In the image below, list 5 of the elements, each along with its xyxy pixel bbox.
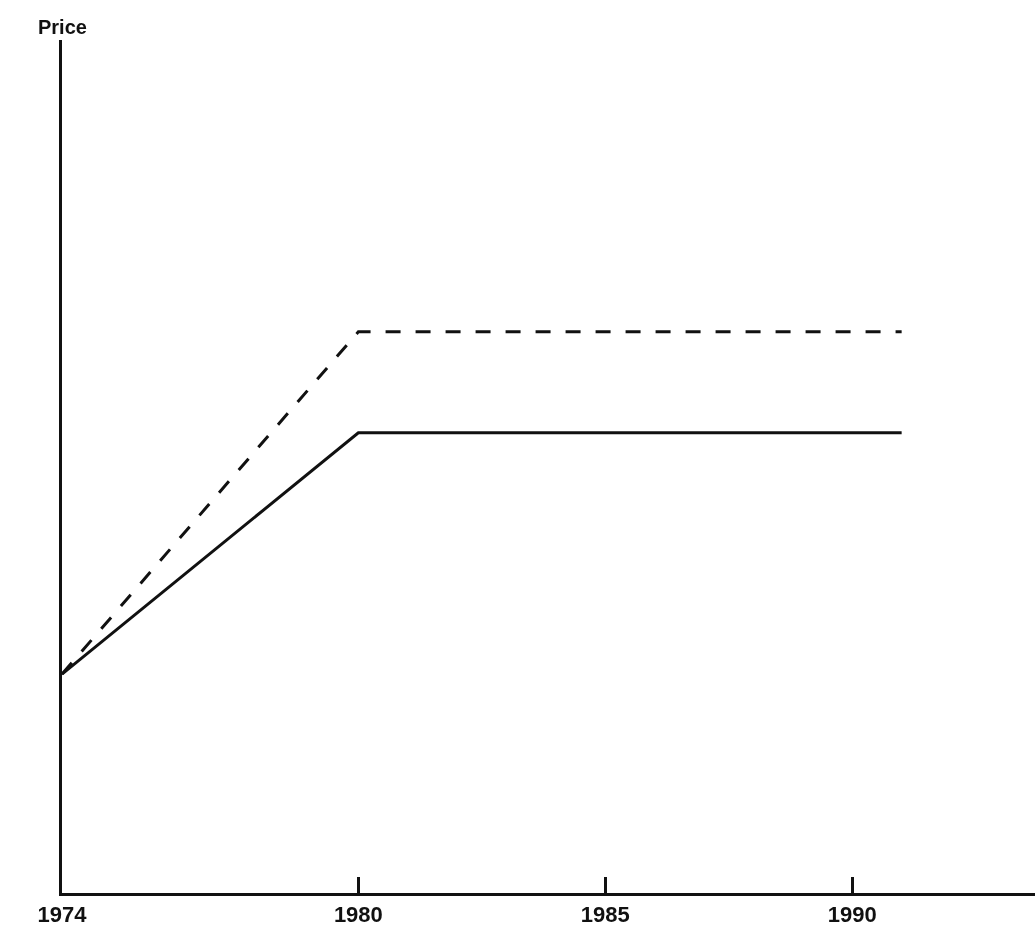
x-tick-label: 1985 [580,902,630,928]
x-tick-label: 1980 [333,902,383,928]
x-tick-label: 1990 [827,902,877,928]
x-tick-label: 1974 [37,902,88,928]
text: Price [38,16,87,38]
